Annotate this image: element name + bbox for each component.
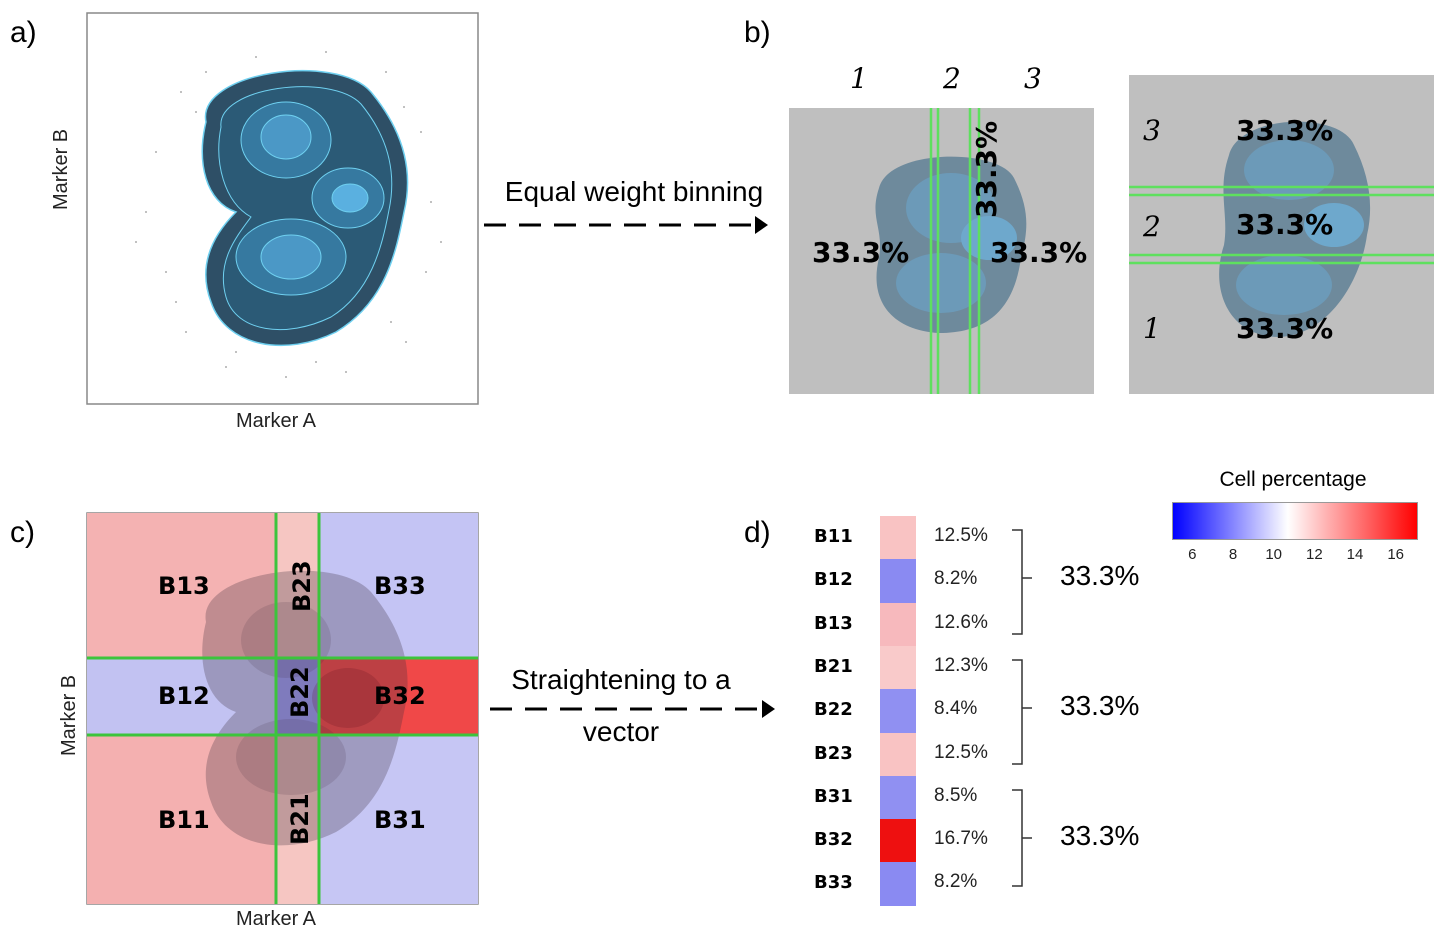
- col-index-2: 2: [943, 62, 961, 95]
- bin-cell-b31: [319, 735, 478, 904]
- arrow-ab-text: Equal weight binning: [504, 176, 764, 207]
- bin-cell-b13: [87, 513, 276, 658]
- colorbar-tick-label: 16: [1387, 546, 1404, 563]
- vector-percent-b12: 8.2%: [934, 568, 978, 590]
- group-brackets: [1012, 529, 1032, 887]
- bin-label-b13: B13: [158, 572, 210, 600]
- col-percent-1: 33.3%: [812, 236, 910, 269]
- col-index-3: 3: [1024, 62, 1042, 95]
- panel-a-label: a): [10, 16, 37, 49]
- colorbar-tick-label: 10: [1265, 546, 1282, 563]
- col-percent-2: 33.3%: [970, 120, 1003, 218]
- col-percent-3: 33.3%: [990, 236, 1088, 269]
- panel-a-density-plot: [86, 12, 479, 405]
- colorbar-tick-label: 12: [1305, 546, 1323, 563]
- row-percent-1: 33.3%: [1236, 312, 1334, 345]
- bin-cell-b32: [319, 658, 478, 735]
- panel-c-ylabel: Marker B: [58, 674, 80, 756]
- vector-percent-b11: 12.5%: [934, 525, 988, 546]
- bin-cell-b23: [276, 513, 319, 658]
- vector-percent-b13: 12.6%: [934, 611, 988, 633]
- vector-label-b23: B23: [814, 742, 853, 764]
- bin-label-b12: B12: [158, 682, 210, 710]
- vector-cell-b22: [880, 689, 916, 734]
- row-index-2: 2: [1143, 210, 1161, 243]
- vector-label-b31: B31: [814, 785, 853, 807]
- group-percent-1: 33.3%: [1060, 560, 1140, 591]
- vector-label-b33: B33: [814, 872, 853, 894]
- vector-cell-b21: [880, 645, 916, 690]
- panel-b-row-bins: [1129, 75, 1434, 394]
- vector-percent-b21: 12.3%: [934, 654, 988, 676]
- colorbar-tick-label: 14: [1346, 546, 1364, 563]
- bin-cell-b21: [276, 735, 319, 904]
- panel-b-label: b): [744, 16, 771, 49]
- bin-label-b11: B11: [158, 806, 210, 834]
- vector-label-b21: B21: [814, 655, 853, 677]
- vector-cell-b32: [880, 819, 916, 864]
- vector-cell-b12: [880, 559, 916, 604]
- row-index-3: 3: [1143, 114, 1161, 147]
- arrow-ab-icon: [484, 216, 768, 234]
- panel-c-xlabel: Marker A: [236, 908, 317, 930]
- panel-c-label: c): [10, 516, 35, 549]
- bin-cell-b11: [87, 735, 276, 904]
- panel-d-label: d): [744, 516, 771, 549]
- vector-cell-b31: [880, 775, 916, 820]
- vector-cell-b33: [880, 862, 916, 907]
- vector-label-b32: B32: [814, 829, 853, 851]
- panel-a-ylabel: Marker B: [50, 128, 72, 210]
- panel-c-bin-grid: [86, 512, 479, 905]
- row-percent-3: 33.3%: [1236, 114, 1334, 147]
- vector-label-b22: B22: [814, 699, 853, 721]
- vector-percent-b23: 12.5%: [934, 741, 988, 763]
- vector-label-b13: B13: [814, 612, 853, 634]
- vector-percent-b22: 8.4%: [934, 698, 978, 720]
- vector-label-b12: B12: [814, 569, 853, 591]
- bin-label-b22: B22: [286, 666, 314, 718]
- arrow-cd-line1: Straightening to a: [511, 664, 731, 695]
- panel-a-xlabel: Marker A: [236, 410, 317, 432]
- row-percent-2: 33.3%: [1236, 208, 1334, 241]
- arrow-cd-icon: [490, 700, 775, 718]
- bin-label-b21: B21: [286, 793, 314, 845]
- vector-label-b11: B11: [814, 526, 853, 547]
- colorbar-gradient: [1172, 502, 1418, 540]
- bin-label-b33: B33: [374, 572, 426, 600]
- bin-cell-b12: [87, 658, 276, 735]
- colorbar-tick-label: 6: [1188, 546, 1197, 563]
- group-percent-2: 33.3%: [1060, 690, 1140, 721]
- bin-cell-b33: [319, 513, 478, 658]
- colorbar-tick-label: 8: [1228, 546, 1238, 563]
- vector-cell-b23: [880, 732, 916, 777]
- colorbar-title: Cell percentage: [1219, 468, 1367, 491]
- bin-label-b31: B31: [374, 806, 426, 834]
- vector-percent-b33: 8.2%: [934, 871, 978, 893]
- vector-percent-b31: 8.5%: [934, 784, 978, 806]
- vector-cell-b11: [880, 516, 916, 560]
- arrow-cd-line2: vector: [582, 716, 660, 747]
- bin-label-b23: B23: [288, 560, 316, 612]
- vector-percent-b32: 16.7%: [934, 828, 988, 850]
- panel-b-column-bins: [789, 108, 1094, 394]
- vector-cell-b13: [880, 602, 916, 647]
- col-index-1: 1: [850, 62, 868, 95]
- bin-cell-b22: [276, 658, 319, 735]
- row-index-1: 1: [1143, 312, 1161, 345]
- bin-label-b32: B32: [374, 682, 426, 710]
- group-percent-3: 33.3%: [1060, 820, 1140, 851]
